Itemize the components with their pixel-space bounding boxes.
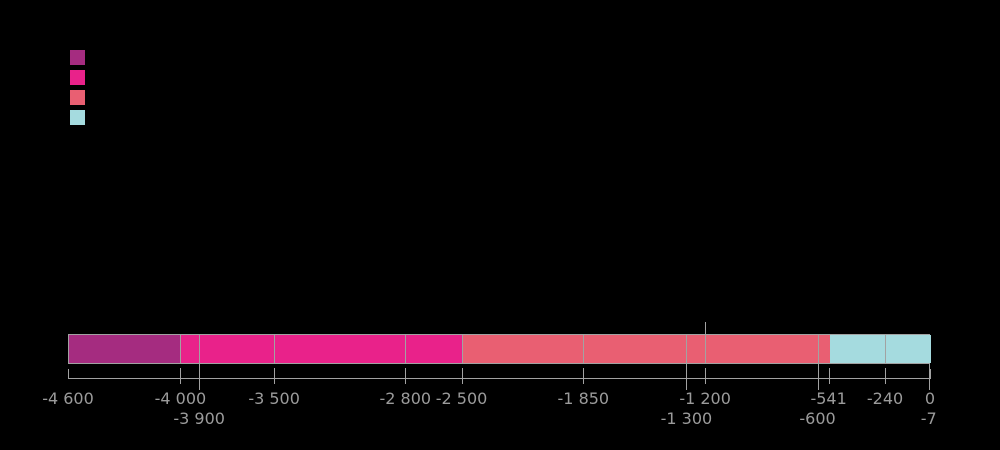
- axis-tick: [705, 368, 707, 384]
- bar-divider: [405, 335, 407, 363]
- axis-tick: [930, 369, 931, 379]
- legend-swatch-eon-swatch-4: [70, 110, 85, 125]
- axis-tick-label: -1 200: [679, 389, 731, 408]
- event-marker-line: [705, 322, 707, 334]
- bar-segment: [829, 335, 931, 363]
- axis-tick: [817, 364, 819, 390]
- axis-tick: [461, 368, 463, 384]
- axis-tick-label: -7: [920, 409, 937, 428]
- axis-tick-label: -600: [799, 409, 836, 428]
- axis-tick: [274, 368, 276, 384]
- axis-tick: [68, 369, 69, 379]
- axis-tick-label: 0: [924, 389, 936, 408]
- bar-divider: [817, 335, 819, 363]
- bar-divider: [180, 335, 182, 363]
- bar-divider: [885, 335, 887, 363]
- axis-tick-label: -4 600: [42, 389, 94, 408]
- axis-tick: [828, 368, 830, 384]
- legend-swatch-eon-swatch-3: [70, 90, 85, 105]
- axis-tick-label: -3 900: [173, 409, 225, 428]
- axis-tick: [583, 368, 585, 384]
- axis-tick: [405, 368, 407, 384]
- axis-tick-label: -541: [810, 389, 847, 408]
- axis-tick: [199, 364, 201, 390]
- timeline-bar: [68, 334, 931, 364]
- bar-divider: [274, 335, 276, 363]
- bar-segment: [69, 335, 182, 363]
- axis-tick-label: -4 000: [154, 389, 207, 408]
- bar-divider: [461, 335, 463, 363]
- legend-swatch-eon-swatch-2: [70, 70, 85, 85]
- axis-tick: [928, 364, 930, 390]
- axis-tick-label: -2 800: [379, 389, 432, 408]
- axis-tick: [885, 368, 887, 384]
- axis-tick: [180, 368, 182, 384]
- x-axis-line: [68, 378, 930, 379]
- axis-tick-label: -1 300: [660, 409, 713, 428]
- axis-tick-label: -240: [866, 389, 904, 408]
- axis-tick-label: -3 500: [248, 389, 300, 408]
- bar-divider: [583, 335, 585, 363]
- bar-divider: [705, 335, 707, 363]
- axis-tick-label: -1 850: [557, 389, 610, 408]
- legend-swatch-eon-swatch-1: [70, 50, 85, 65]
- bar-segment: [462, 335, 830, 363]
- bar-divider: [686, 335, 688, 363]
- axis-tick-label: -2 500: [435, 389, 488, 408]
- axis-tick: [686, 364, 688, 390]
- bar-segment: [181, 335, 463, 363]
- bar-divider: [199, 335, 201, 363]
